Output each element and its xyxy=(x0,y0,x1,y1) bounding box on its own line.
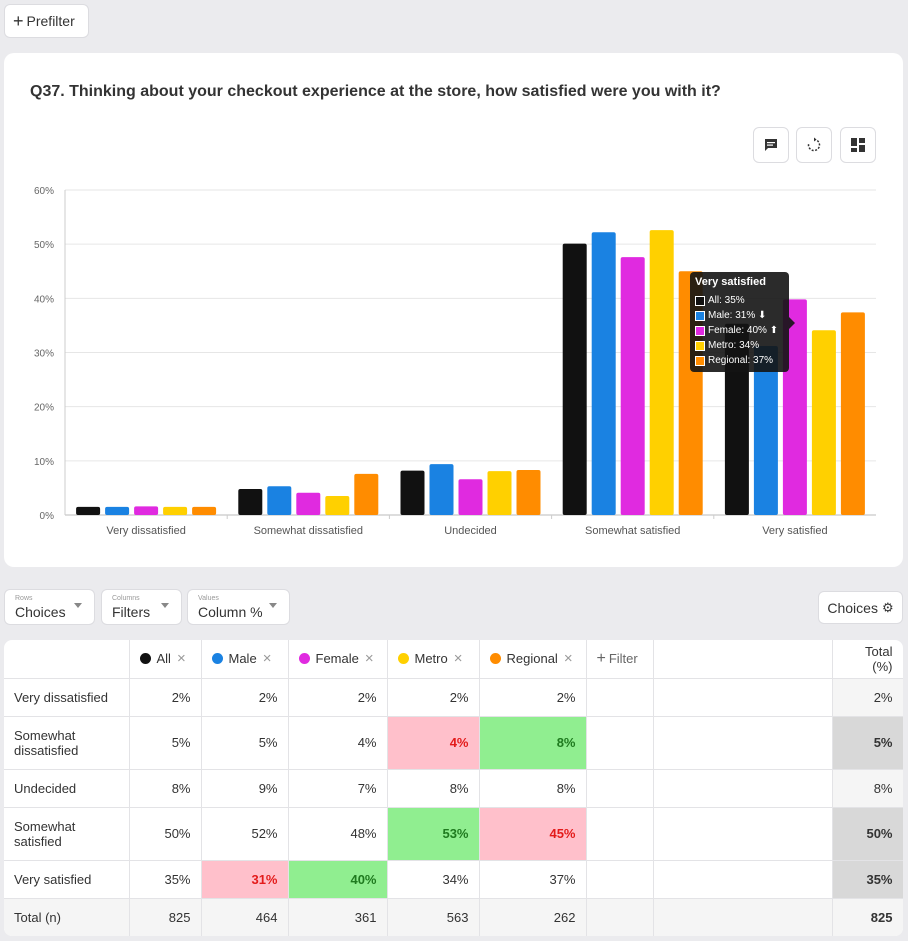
y-tick-label: 50% xyxy=(34,240,54,251)
tooltip-row-regional: Regional: 37% xyxy=(695,353,784,368)
bar-metro[interactable] xyxy=(163,506,188,515)
columns-dropdown[interactable]: Columns Filters xyxy=(101,589,182,625)
table-row: Very dissatisfied 2% 2% 2% 2% 2% 2% xyxy=(4,678,903,717)
plus-icon: + xyxy=(13,11,24,31)
y-tick-label: 10% xyxy=(34,457,54,468)
bar-male[interactable] xyxy=(591,232,616,515)
bar-chart: 0% 10% 20% 30% 40% 50% 60% Very dissatisfied Som… xyxy=(34,186,876,537)
table-row: Somewhat satisfied 50% 52% 48% 53% 45% 5… xyxy=(4,807,903,861)
regional-dot-icon xyxy=(489,653,501,665)
bar-regional[interactable] xyxy=(192,506,217,515)
refresh-button[interactable] xyxy=(796,127,832,163)
layout-button[interactable] xyxy=(840,127,876,163)
close-icon[interactable]: × xyxy=(364,650,374,668)
tooltip-row-male: Male: 31% ⬇ xyxy=(695,308,784,323)
bar-metro[interactable] xyxy=(487,471,512,515)
y-tick-label: 20% xyxy=(34,403,54,414)
male-dot-icon xyxy=(211,653,223,665)
refresh-icon xyxy=(807,137,821,152)
rows-dropdown-value: Choices xyxy=(15,604,66,620)
column-header-regional[interactable]: Regional × xyxy=(479,640,587,679)
chevron-down-icon xyxy=(74,603,82,608)
choices-settings-button[interactable]: Choices ⚙ xyxy=(818,591,903,624)
all-icon xyxy=(139,653,151,665)
bar-male[interactable] xyxy=(753,346,778,515)
y-tick-label: 60% xyxy=(34,186,54,197)
prefilter-button[interactable]: + Prefilter xyxy=(4,4,89,38)
plus-icon: + xyxy=(596,649,606,667)
bar-male[interactable] xyxy=(429,464,454,515)
close-icon[interactable]: × xyxy=(262,650,272,668)
y-tick-label: 30% xyxy=(34,349,54,360)
bar-male[interactable] xyxy=(267,486,292,515)
bar-female[interactable] xyxy=(458,479,483,515)
table-header-row: All × Male × Female × Metro × Regional × + Fil… xyxy=(4,640,903,679)
prefilter-label: Prefilter xyxy=(26,13,75,29)
tooltip-row-female: Female: 40% ⬆ xyxy=(695,323,784,338)
chart-tooltip: Very satisfied All: 35% Male: 31% ⬇ Fema… xyxy=(690,272,795,372)
bar-regional[interactable] xyxy=(840,312,865,515)
tooltip-title: Very satisfied xyxy=(695,276,766,288)
comment-icon xyxy=(765,139,777,151)
bar-metro[interactable] xyxy=(325,496,350,515)
chevron-down-icon xyxy=(269,603,277,608)
x-tick-label: Undecided xyxy=(444,525,497,537)
bar-metro[interactable] xyxy=(649,230,674,516)
tooltip-row-all: All: 35% xyxy=(695,293,784,308)
close-icon[interactable]: × xyxy=(453,650,463,668)
x-tick-label: Very dissatisfied xyxy=(106,525,185,537)
bar-regional[interactable] xyxy=(354,473,379,515)
bar-metro[interactable] xyxy=(811,330,836,515)
column-header-metro[interactable]: Metro × xyxy=(387,640,480,679)
x-tick-label: Very satisfied xyxy=(762,525,827,537)
tooltip-row-metro: Metro: 34% xyxy=(695,338,784,353)
columns-dropdown-value: Filters xyxy=(112,604,151,620)
gear-icon: ⚙ xyxy=(881,599,894,615)
table-row: Very satisfied 35% 31% 40% 34% 37% 35% xyxy=(4,860,903,899)
female-dot-icon xyxy=(298,653,310,665)
bar-female[interactable] xyxy=(134,506,159,515)
table-row: Somewhat dissatisfied 5% 5% 4% 4% 8% 5% xyxy=(4,716,903,770)
add-filter-column[interactable]: + Filter xyxy=(586,640,654,679)
y-tick-label: 0% xyxy=(40,511,55,522)
bar-all[interactable] xyxy=(562,243,587,515)
x-tick-label: Somewhat dissatisfied xyxy=(254,525,363,537)
comment-button[interactable] xyxy=(753,127,789,163)
column-header-male[interactable]: Male × xyxy=(201,640,289,679)
y-tick-label: 40% xyxy=(34,294,54,305)
bar-male[interactable] xyxy=(105,506,130,515)
values-dropdown[interactable]: Values Column % xyxy=(187,589,290,625)
x-tick-label: Somewhat satisfied xyxy=(585,525,680,537)
table-row: Undecided 8% 9% 7% 8% 8% 8% xyxy=(4,769,903,808)
bar-all[interactable] xyxy=(238,489,263,515)
column-header-all[interactable]: All × xyxy=(129,640,202,679)
table-total-row: Total (n) 825 464 361 563 262 825 xyxy=(4,898,903,936)
metro-dot-icon xyxy=(397,653,409,665)
close-icon[interactable]: × xyxy=(563,650,573,668)
bar-female[interactable] xyxy=(296,492,321,515)
close-icon[interactable]: × xyxy=(176,650,186,668)
bar-regional[interactable] xyxy=(516,470,541,515)
rows-dropdown[interactable]: Rows Choices xyxy=(4,589,95,625)
layout-icon xyxy=(851,138,865,152)
bar-female[interactable] xyxy=(620,257,645,515)
chevron-down-icon xyxy=(161,603,169,608)
bar-all[interactable] xyxy=(76,506,101,515)
crosstab-table: All × Male × Female × Metro × Regional × + Fil… xyxy=(4,640,903,936)
column-header-total: Total (%) xyxy=(832,640,903,679)
bar-all[interactable] xyxy=(400,470,425,515)
values-dropdown-value: Column % xyxy=(198,604,263,620)
question-title: Q37. Thinking about your checkout experi… xyxy=(30,83,721,100)
column-header-female[interactable]: Female × xyxy=(288,640,388,679)
